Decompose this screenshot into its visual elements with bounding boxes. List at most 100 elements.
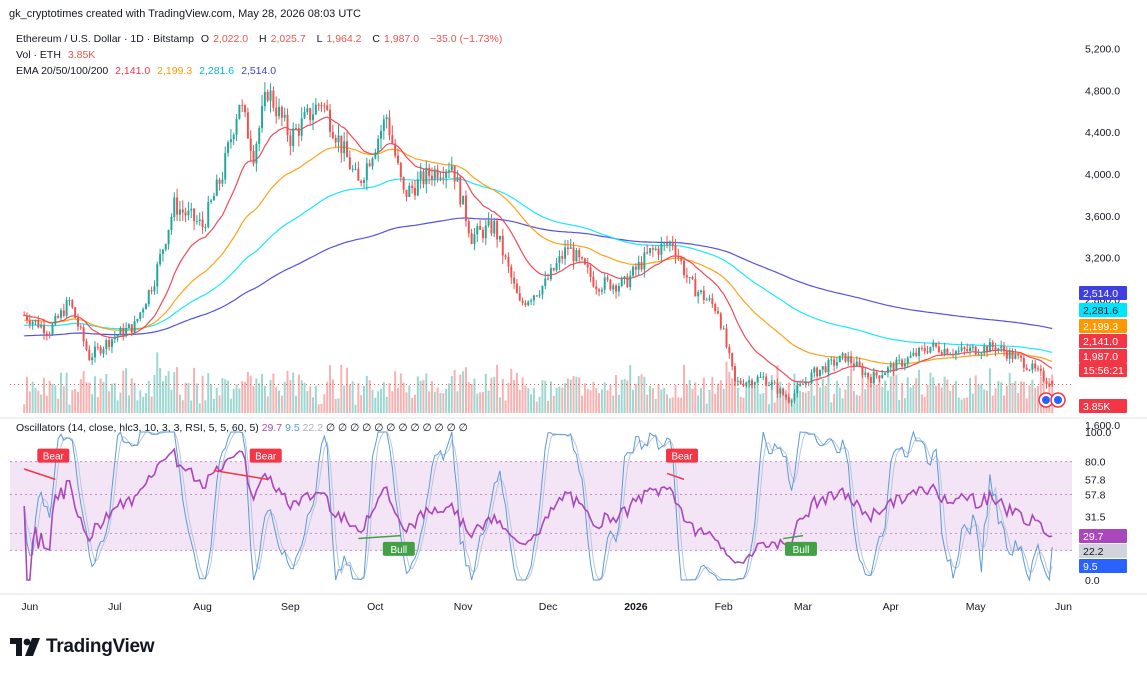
tradingview-logo[interactable]: TradingView [10,636,155,658]
volume-bar [784,394,787,413]
volume-bar [139,390,142,413]
volume-bar [113,383,116,413]
candle-body [93,346,96,358]
time-axis-tick: 2026 [624,601,648,613]
volume-bar [940,387,943,413]
candle-body [453,165,456,182]
volume-bar [317,404,320,413]
ema-legend[interactable]: EMA 20/50/100/200 2,141.0 2,199.3 2,281.… [16,65,280,77]
price-axis-tick: 4,800.0 [1085,85,1120,97]
candle-body [507,256,510,267]
volume-bar [535,401,538,413]
candle-body [385,117,388,120]
time-axis-tick: Aug [193,601,212,613]
candle-body [1028,369,1031,371]
volume-bar [994,388,997,413]
volume-bar [1014,381,1017,413]
divergence-label: Bear [255,452,277,463]
candle-body [705,299,708,301]
volume-bar [147,380,150,413]
candle-body [184,212,187,216]
candle-body [178,209,181,215]
candle-body [439,177,442,179]
candle-body [688,277,691,279]
candle-body [1020,355,1023,358]
volume-bar [130,378,133,413]
candle-body [532,295,535,301]
volume-bar [490,377,493,413]
volume-legend[interactable]: Vol · ETH 3.85K [16,49,99,61]
close-value: C 1,987.0 [372,33,420,45]
volume-bar [583,383,586,413]
candle-body [547,278,550,280]
osc-value-3: 22.2 [302,422,324,434]
volume-bar [496,364,499,413]
candle-body [799,384,802,386]
candle-body [538,294,541,296]
volume-bar [363,385,365,413]
volume-bar [833,393,836,413]
candle-body [654,248,657,250]
candle-body [552,268,555,271]
candle-body [623,276,626,279]
volume-bar [521,377,524,413]
candle-body [147,290,150,305]
candle-body [1048,384,1051,387]
volume-bar [903,398,906,413]
candle-body [391,135,394,144]
volume-bar [360,395,363,413]
volume-bar [181,400,184,413]
volume-bar [549,381,552,413]
symbol-legend[interactable]: Ethereum / U.S. Dollar · 1D · Bitstamp O… [16,33,506,45]
candle-body [110,339,113,347]
candle-body [813,367,816,373]
candle-body [496,220,499,240]
volume-bar [1022,381,1025,413]
event-flag-dot [1054,396,1062,404]
candle-body [974,346,977,355]
volume-bar [498,397,501,413]
candle-body [776,383,779,394]
volume-bar [45,395,48,413]
candle-body [82,327,85,342]
candle-body [683,260,686,276]
candle-body [881,375,884,378]
candle-body [198,219,201,222]
time-axis-tick: Jun [21,601,38,613]
candle-body [773,382,776,384]
volume-bar [507,382,510,413]
volume-bar [108,391,111,413]
oscillator-legend[interactable]: Oscillators (14, close, hlc3, 10, 3, 3, … [16,422,468,434]
volume-bar [377,391,380,413]
volume-bar [71,390,74,413]
divergence-label-bg [382,541,415,556]
volume-bar [340,364,343,413]
volume-bar [476,393,479,413]
candle-body [668,242,671,245]
candle-body [430,175,433,180]
candle-body [821,366,824,370]
volume-bar [680,397,683,413]
candle-body [309,108,312,121]
volume-bar [227,380,230,413]
volume-bar [515,372,518,413]
volume-bar [28,391,31,413]
volume-bar [954,381,957,413]
last-price-tag-bg [1079,349,1127,363]
volume-bar [286,370,289,413]
candle-body [680,257,683,261]
oscillator-value-tag: 29.7 [1083,531,1104,543]
candle-body [416,179,419,196]
volume-bar [300,380,303,413]
candle-body [816,367,819,377]
volume-bar [518,390,521,413]
candle-body [40,324,43,328]
volume-bar [396,388,399,413]
volume-bar [906,377,909,413]
volume-bar [334,398,337,413]
candle-body [150,290,153,292]
volume-bar [278,390,281,413]
volume-bar [125,368,128,413]
volume-bar [742,397,745,413]
